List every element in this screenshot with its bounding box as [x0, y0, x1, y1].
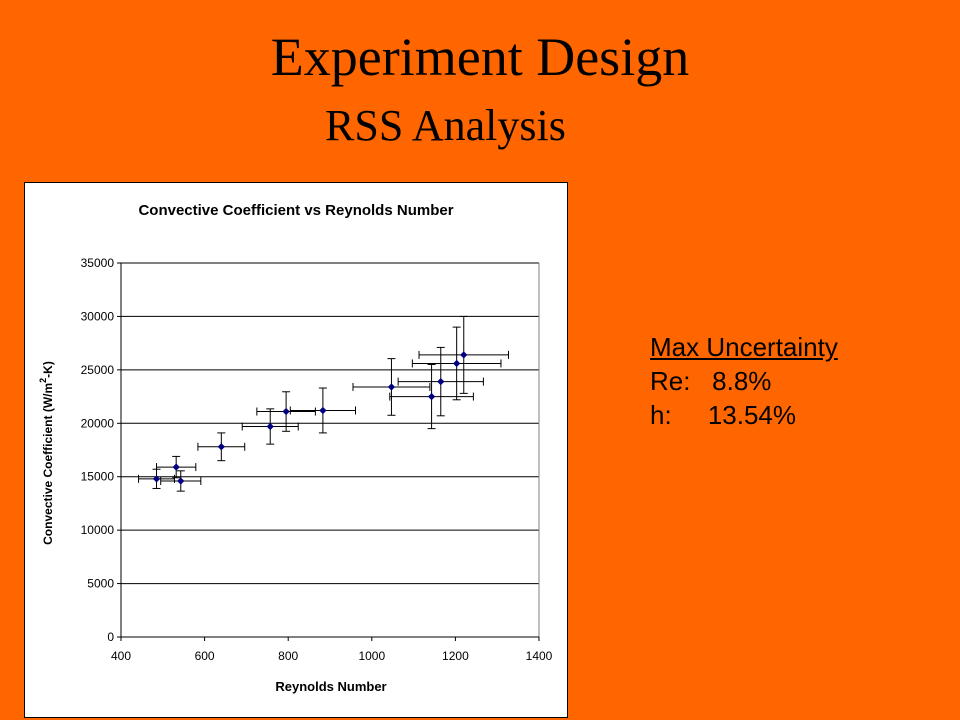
x-tick-label: 1400 — [526, 649, 553, 663]
h-uncertainty-row: h: 13.54% — [650, 398, 838, 432]
data-point — [152, 475, 161, 483]
x-tick-label: 1200 — [442, 649, 469, 663]
data-point — [319, 406, 327, 415]
y-tick-label: 10000 — [81, 523, 115, 537]
data-point — [427, 392, 436, 401]
y-axis-title-sup: 2 — [38, 378, 48, 383]
x-tick-label: 600 — [195, 649, 215, 663]
h-value: 13.54% — [707, 400, 796, 430]
uncertainty-heading: Max Uncertainty — [650, 332, 838, 362]
y-axis-title: Convective Coefficient (W/m2-K) — [38, 361, 55, 545]
y-tick-label: 20000 — [81, 416, 115, 430]
slide-subtitle: RSS Analysis — [325, 101, 566, 150]
uncertainty-box: Max Uncertainty Re: 8.8% h: 13.54% — [650, 330, 838, 432]
error-bars — [138, 315, 509, 492]
chart-panel: Convective Coefficient vs Reynolds Numbe… — [24, 182, 568, 718]
re-uncertainty-row: Re: 8.8% — [650, 364, 838, 398]
x-tick-label: 400 — [111, 649, 131, 663]
axes — [117, 262, 540, 641]
data-points — [152, 351, 468, 485]
x-axis-title: Reynolds Number — [275, 679, 386, 694]
y-tick-label: 15000 — [81, 470, 115, 484]
data-point — [217, 443, 225, 451]
data-point — [437, 377, 445, 386]
data-point — [282, 407, 290, 416]
y-axis-title-end: -K) — [41, 361, 55, 378]
slide-title: Experiment Design — [270, 27, 690, 87]
re-value: 8.8% — [712, 366, 772, 396]
data-point — [460, 351, 468, 359]
data-point — [266, 422, 274, 431]
y-tick-label: 35000 — [81, 256, 115, 270]
y-axis-title-main: Convective Coefficient (W/m — [41, 383, 55, 545]
data-point — [453, 359, 461, 368]
chart-title: Convective Coefficient vs Reynolds Numbe… — [138, 202, 453, 219]
data-point — [172, 463, 180, 471]
data-point — [387, 383, 396, 391]
y-tick-label: 30000 — [81, 309, 115, 323]
scatter-chart: Convective Coefficient vs Reynolds Numbe… — [38, 202, 553, 694]
h-label: h: — [650, 400, 672, 430]
y-tick-label: 0 — [107, 630, 114, 644]
y-tick-label: 25000 — [81, 363, 115, 377]
re-label: Re: — [650, 366, 691, 396]
tick-labels: 0 5000 10000 15000 20000 25000 30000 35000 400 60… — [81, 256, 553, 663]
data-point — [177, 477, 185, 485]
y-tick-label: 5000 — [87, 577, 114, 591]
x-tick-label: 1000 — [358, 649, 385, 663]
gridlines — [121, 262, 539, 585]
x-tick-label: 800 — [278, 649, 298, 663]
